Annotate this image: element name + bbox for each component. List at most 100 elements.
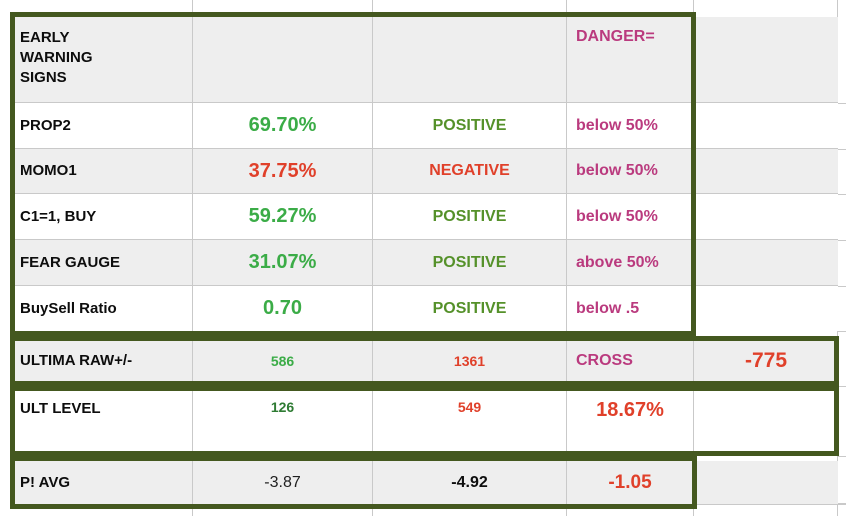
cell-pavg-b[interactable]: -3.87 <box>193 461 373 504</box>
cell-ultima-cross[interactable]: CROSS <box>567 341 694 381</box>
table-row-c1: C1=1, BUY 59.27% POSITIVE below 50% <box>11 194 838 240</box>
cell-momo1-label[interactable]: MOMO1 <box>11 149 193 193</box>
row-value: 37.75% <box>248 159 317 182</box>
pavg-value-b: -3.87 <box>264 473 301 491</box>
row-label: PROP2 <box>20 116 71 134</box>
table-row-prop2: PROP2 69.70% POSITIVE below 50% <box>11 103 838 149</box>
grid-row-line <box>838 386 846 387</box>
cell-fear-label[interactable]: FEAR GAUGE <box>11 240 193 285</box>
cell-momo1-value[interactable]: 37.75% <box>193 149 373 193</box>
ultima-net-value: -775 <box>744 349 788 372</box>
cell-header-b[interactable] <box>193 17 373 102</box>
grid-row-line <box>838 456 846 457</box>
cell-buysell-e[interactable] <box>694 286 838 331</box>
grid-row-line <box>697 504 846 505</box>
cell-prop2-danger[interactable]: below 50% <box>567 103 694 148</box>
row-value: 69.70% <box>248 114 317 136</box>
pavg-value-c: -4.92 <box>451 473 488 491</box>
cell-pavg-c[interactable]: -4.92 <box>373 461 567 504</box>
danger-threshold: below 50% <box>576 116 658 134</box>
cell-ultima-negative[interactable]: 1361 <box>373 341 567 381</box>
status-badge: POSITIVE <box>432 299 507 317</box>
cell-header-danger[interactable]: DANGER= <box>567 17 694 102</box>
row-label: C1=1, BUY <box>20 207 97 225</box>
cell-buysell-danger[interactable]: below .5 <box>567 286 694 331</box>
pavg-value-d: -1.05 <box>608 471 652 493</box>
grid-row-line <box>838 503 846 504</box>
cell-prop2-status[interactable]: POSITIVE <box>373 103 567 148</box>
cell-buysell-status[interactable]: POSITIVE <box>373 286 567 331</box>
cell-ultima-net[interactable]: -775 <box>694 341 838 381</box>
table-row-ultima-raw: ULTIMA RAW+/- 586 1361 CROSS -775 <box>11 341 838 381</box>
cell-c1-value[interactable]: 59.27% <box>193 194 373 239</box>
cell-c1-danger[interactable]: below 50% <box>567 194 694 239</box>
row-value: 59.27% <box>248 205 317 227</box>
danger-threshold: below 50% <box>576 162 658 179</box>
grid-row-line <box>838 194 846 195</box>
ultima-negative-value: 1361 <box>453 353 486 369</box>
ultima-positive-value: 586 <box>270 353 295 369</box>
danger-threshold: below 50% <box>576 207 658 225</box>
cell-pavg-d[interactable]: -1.05 <box>567 461 694 504</box>
grid-row-line <box>838 331 846 332</box>
cell-c1-status[interactable]: POSITIVE <box>373 194 567 239</box>
cell-header-title[interactable]: EARLY WARNING SIGNS <box>11 17 193 102</box>
ultlevel-percent-value: 18.67% <box>596 399 664 421</box>
cell-prop2-e[interactable] <box>694 103 838 148</box>
cell-ultlevel-e[interactable] <box>694 391 838 451</box>
cell-buysell-value[interactable]: 0.70 <box>193 286 373 331</box>
status-badge: NEGATIVE <box>429 162 510 179</box>
row-label: P! AVG <box>20 473 71 491</box>
grid-row-line <box>838 286 846 287</box>
cell-ultlevel-label[interactable]: ULT LEVEL <box>11 391 193 451</box>
grid-row-line <box>838 240 846 241</box>
table-row-header: EARLY WARNING SIGNS DANGER= <box>11 17 838 103</box>
grid-row-line <box>838 103 846 104</box>
ultlevel-negative-value: 549 <box>457 399 482 415</box>
cell-fear-danger[interactable]: above 50% <box>567 240 694 285</box>
cell-fear-e[interactable] <box>694 240 838 285</box>
table-row-momo1: MOMO1 37.75% NEGATIVE below 50% <box>11 149 838 194</box>
row-label: ULTIMA RAW+/- <box>20 352 133 369</box>
table-row-p-avg: P! AVG -3.87 -4.92 -1.05 <box>11 461 838 504</box>
row-label: MOMO1 <box>20 162 77 179</box>
cell-momo1-e[interactable] <box>694 149 838 193</box>
header-title-label: EARLY WARNING SIGNS <box>20 29 93 86</box>
cell-ultima-positive[interactable]: 586 <box>193 341 373 381</box>
cell-ultlevel-positive[interactable]: 126 <box>193 391 373 451</box>
cell-ultlevel-negative[interactable]: 549 <box>373 391 567 451</box>
cell-ultlevel-percent[interactable]: 18.67% <box>567 391 694 451</box>
cell-buysell-label[interactable]: BuySell Ratio <box>11 286 193 331</box>
row-value: 0.70 <box>263 297 302 319</box>
cell-prop2-value[interactable]: 69.70% <box>193 103 373 148</box>
cross-label: CROSS <box>576 352 633 369</box>
status-badge: POSITIVE <box>432 253 507 271</box>
row-label: BuySell Ratio <box>20 299 117 317</box>
cell-momo1-status[interactable]: NEGATIVE <box>373 149 567 193</box>
cell-header-e[interactable] <box>694 17 838 102</box>
danger-header-label: DANGER= <box>576 28 655 45</box>
cell-header-c[interactable] <box>373 17 567 102</box>
danger-threshold: above 50% <box>576 253 659 271</box>
ultlevel-positive-value: 126 <box>270 399 295 415</box>
row-label: FEAR GAUGE <box>20 253 121 271</box>
row-label: ULT LEVEL <box>20 400 101 417</box>
table-row-buysell: BuySell Ratio 0.70 POSITIVE below .5 <box>11 286 838 331</box>
grid-row-line <box>838 149 846 150</box>
row-value: 31.07% <box>248 251 317 273</box>
cell-pavg-label[interactable]: P! AVG <box>11 461 193 504</box>
danger-threshold: below .5 <box>576 299 640 317</box>
cell-ultima-label[interactable]: ULTIMA RAW+/- <box>11 341 193 381</box>
cell-fear-value[interactable]: 31.07% <box>193 240 373 285</box>
status-badge: POSITIVE <box>432 116 507 134</box>
table-row-fear-gauge: FEAR GAUGE 31.07% POSITIVE above 50% <box>11 240 838 286</box>
cell-c1-label[interactable]: C1=1, BUY <box>11 194 193 239</box>
status-badge: POSITIVE <box>432 207 507 225</box>
table-row-ult-level: ULT LEVEL 126 549 18.67% <box>11 391 838 451</box>
cell-pavg-e[interactable] <box>694 461 838 504</box>
cell-prop2-label[interactable]: PROP2 <box>11 103 193 148</box>
cell-momo1-danger[interactable]: below 50% <box>567 149 694 193</box>
cell-c1-e[interactable] <box>694 194 838 239</box>
cell-fear-status[interactable]: POSITIVE <box>373 240 567 285</box>
